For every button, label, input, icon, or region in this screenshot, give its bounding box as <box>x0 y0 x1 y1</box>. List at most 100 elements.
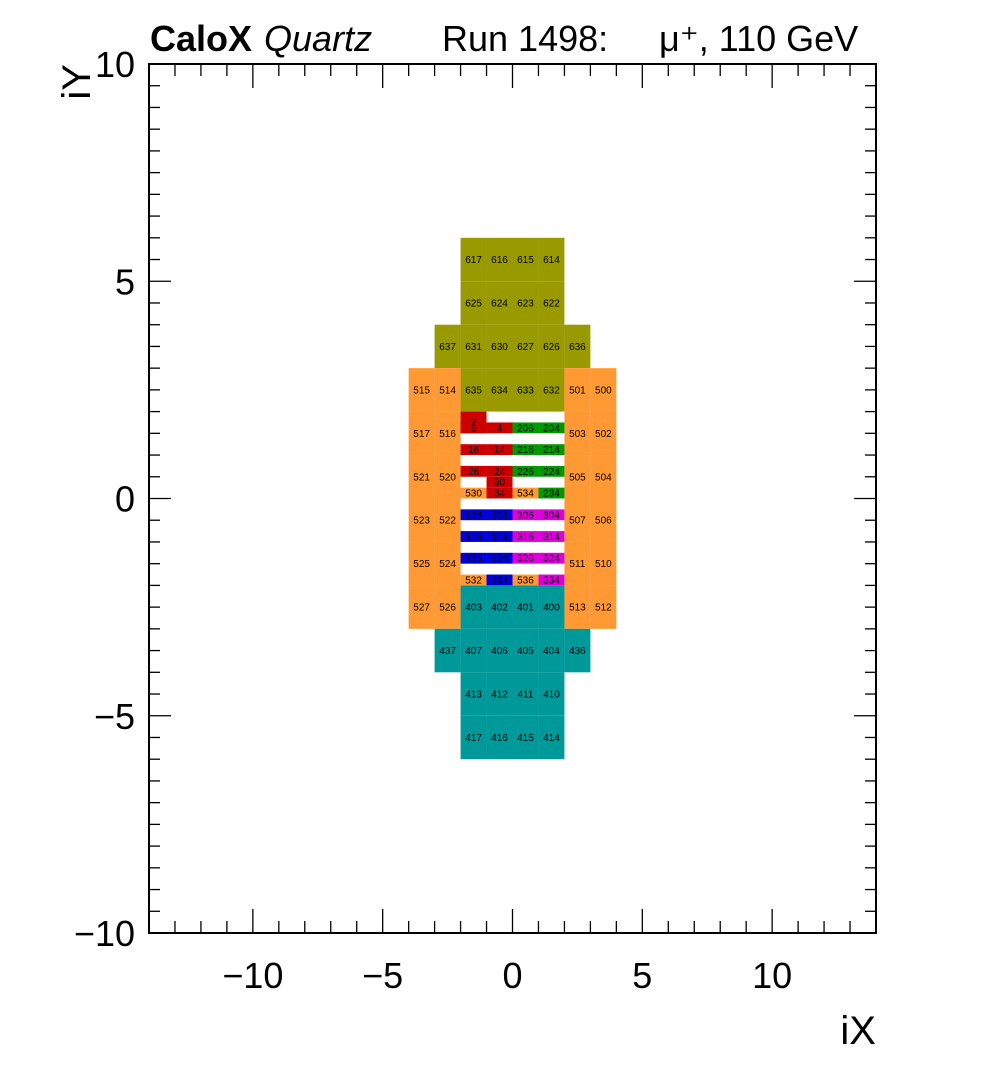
cell-green-206 <box>512 422 539 434</box>
cell-label: 503 <box>569 429 586 440</box>
cell-label: 530 <box>465 489 482 500</box>
cell-teal-415 <box>512 715 539 760</box>
x-tick-label: 0 <box>502 955 522 996</box>
cell-label: 34 <box>494 489 506 500</box>
cell-olive-627 <box>512 324 539 369</box>
cell-orange-501 <box>564 368 591 412</box>
y-tick-label: 5 <box>115 261 135 302</box>
cell-label: 324 <box>543 554 560 565</box>
cell-label: 400 <box>543 603 560 614</box>
cell-blue-106 <box>460 509 487 521</box>
cell-label: 126 <box>465 554 482 565</box>
cell-label: 436 <box>569 646 586 657</box>
header-beam-label: μ⁺, 110 GeV <box>659 18 858 59</box>
cell-teal-400 <box>538 585 565 629</box>
cell-label: 204 <box>543 423 560 434</box>
cell-label: 507 <box>569 516 586 527</box>
cell-label: 500 <box>595 385 612 396</box>
cell-olive-622 <box>538 281 565 325</box>
cell-label: 4 <box>497 423 503 434</box>
cell-orange-500 <box>590 368 617 412</box>
cell-orange-525 <box>408 541 435 586</box>
cell-olive-624 <box>486 281 513 325</box>
cell-orange-511 <box>564 541 591 586</box>
cell-orange-514 <box>434 368 461 412</box>
cell-label: 124 <box>491 554 508 565</box>
cell-teal-406 <box>486 628 513 673</box>
cell-red-34 <box>486 487 513 499</box>
cell-label: 134 <box>491 575 508 586</box>
cell-label: 114 <box>492 532 508 543</box>
cell-label: 14 <box>494 445 506 456</box>
cell-label: 106 <box>465 510 482 521</box>
cell-label: 525 <box>413 559 430 570</box>
cell-orange-527 <box>408 585 435 629</box>
cell-label: 2 <box>471 418 477 429</box>
cell-label: 511 <box>569 559 585 570</box>
cell-label: 505 <box>569 472 586 483</box>
cell-label: 6 <box>471 423 477 434</box>
cell-teal-412 <box>486 672 513 716</box>
cell-orange-512 <box>590 585 617 629</box>
cell-teal-402 <box>486 585 513 629</box>
cell-red-26 <box>460 465 487 477</box>
cell-magenta-306 <box>512 509 539 521</box>
cell-orange-503 <box>564 411 591 456</box>
cell-olive-615 <box>512 237 539 282</box>
cell-teal-437 <box>434 628 461 673</box>
cell-magenta-326 <box>512 552 539 564</box>
cell-olive-625 <box>460 281 487 325</box>
cell-label: 520 <box>439 472 456 483</box>
cell-label: 314 <box>543 532 560 543</box>
cell-label: 512 <box>595 603 612 614</box>
cell-magenta-334 <box>538 574 565 586</box>
cell-olive-630 <box>486 324 513 369</box>
cell-teal-414 <box>538 715 565 760</box>
cell-label: 623 <box>517 298 534 309</box>
cell-label: 625 <box>465 298 482 309</box>
cell-label: 116 <box>466 532 482 543</box>
cell-label: 414 <box>543 733 560 744</box>
cell-teal-407 <box>460 628 487 673</box>
cell-orange-521 <box>408 455 435 499</box>
cell-magenta-304 <box>538 509 565 521</box>
cell-label: 637 <box>439 342 456 353</box>
cell-label: 527 <box>413 603 430 614</box>
cell-orange-536 <box>512 574 539 586</box>
cell-label: 437 <box>439 646 456 657</box>
cell-label: 624 <box>491 298 508 309</box>
cell-label: 631 <box>465 342 482 353</box>
x-axis-label: iX <box>840 1009 876 1053</box>
cell-blue-126 <box>460 552 487 564</box>
cell-label: 104 <box>491 510 508 521</box>
cell-green-216 <box>512 444 539 456</box>
cell-olive-634 <box>486 368 513 412</box>
y-tick-label: −5 <box>94 696 135 737</box>
cell-orange-515 <box>408 368 435 412</box>
cell-teal-410 <box>538 672 565 716</box>
cell-blue-104 <box>486 509 513 521</box>
cell-olive-631 <box>460 324 487 369</box>
cell-label: 633 <box>517 385 534 396</box>
cell-label: 532 <box>465 575 482 586</box>
cell-label: 521 <box>413 472 430 483</box>
cell-label: 407 <box>465 646 482 657</box>
cell-label: 615 <box>517 255 534 266</box>
cell-label: 636 <box>569 342 586 353</box>
cell-label: 234 <box>543 489 560 500</box>
cell-green-204 <box>538 422 565 434</box>
cell-label: 30 <box>494 478 506 489</box>
cell-label: 326 <box>517 554 534 565</box>
cell-magenta-316 <box>512 531 539 542</box>
cell-red-16 <box>460 444 487 456</box>
cell-label: 206 <box>517 423 534 434</box>
cell-green-224 <box>538 465 565 477</box>
cell-label: 16 <box>468 445 480 456</box>
cell-label: 510 <box>595 559 612 570</box>
cell-label: 417 <box>465 733 482 744</box>
cell-teal-404 <box>538 628 565 673</box>
cell-label: 413 <box>465 690 482 701</box>
header-brand: CaloX Quartz <box>150 18 372 59</box>
cell-olive-616 <box>486 237 513 282</box>
y-tick-label: 10 <box>95 44 135 85</box>
